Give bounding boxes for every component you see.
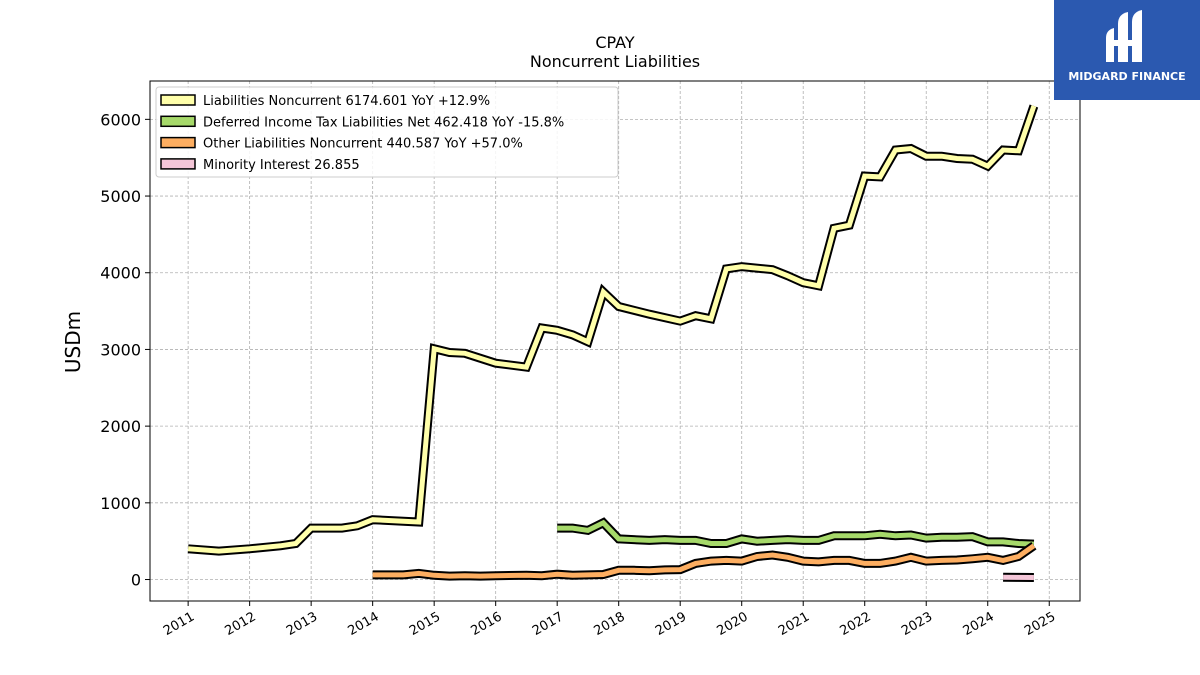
x-tick-label: 2019 — [653, 609, 689, 639]
y-tick-label: 4000 — [100, 264, 141, 283]
y-tick-label: 2000 — [100, 417, 141, 436]
y-tick-label: 1000 — [100, 494, 141, 513]
legend-swatch — [160, 115, 196, 128]
x-tick-label: 2025 — [1022, 609, 1058, 639]
y-tick-label: 0 — [131, 571, 141, 590]
legend-swatch — [160, 136, 196, 149]
midgard-finance-logo: MIDGARD FINANCE — [1054, 0, 1200, 100]
y-tick-label: 6000 — [100, 110, 141, 129]
x-tick-label: 2022 — [838, 609, 874, 639]
plot-frame — [149, 80, 1081, 602]
x-tick-label: 2013 — [284, 609, 320, 639]
x-tick-label: 2020 — [715, 609, 751, 639]
series-line-1 — [557, 519, 1034, 547]
legend-label: Other Liabilities Noncurrent 440.587 YoY… — [203, 137, 523, 152]
x-tick-label: 2012 — [222, 609, 258, 639]
legend-label: Deferred Income Tax Liabilities Net 462.… — [203, 115, 564, 130]
midgard-logo-icon — [1106, 10, 1142, 62]
y-tick-label: 5000 — [100, 187, 141, 206]
x-tick-label: 2024 — [961, 609, 997, 639]
legend-swatch — [160, 94, 196, 106]
series-layer — [187, 104, 1039, 582]
series-line-2 — [372, 543, 1036, 579]
x-tick-label: 2017 — [530, 609, 566, 639]
y-axis-label: USDm — [61, 311, 85, 373]
legend: Liabilities Noncurrent 6174.601 YoY +12.… — [155, 86, 619, 178]
series-line-0 — [187, 105, 1037, 554]
chart-subtitle: Noncurrent Liabilities — [530, 52, 700, 71]
x-tick-label: 2023 — [899, 609, 935, 639]
chart-title: CPAY — [595, 33, 635, 52]
logo-name: MIDGARD FINANCE — [1068, 70, 1186, 83]
legend-label: Minority Interest 26.855 — [203, 158, 360, 173]
x-tick-label: 2016 — [469, 609, 505, 639]
x-tick-label: 2014 — [345, 609, 381, 639]
legend-swatch — [160, 158, 196, 170]
x-tick-label: 2015 — [407, 609, 443, 639]
legend-box — [155, 86, 619, 178]
x-tick-label: 2018 — [592, 609, 628, 639]
y-tick-label: 3000 — [100, 340, 141, 359]
x-tick-label: 2021 — [776, 609, 812, 639]
legend-label: Liabilities Noncurrent 6174.601 YoY +12.… — [203, 94, 490, 109]
x-tick-label: 2011 — [161, 609, 197, 639]
